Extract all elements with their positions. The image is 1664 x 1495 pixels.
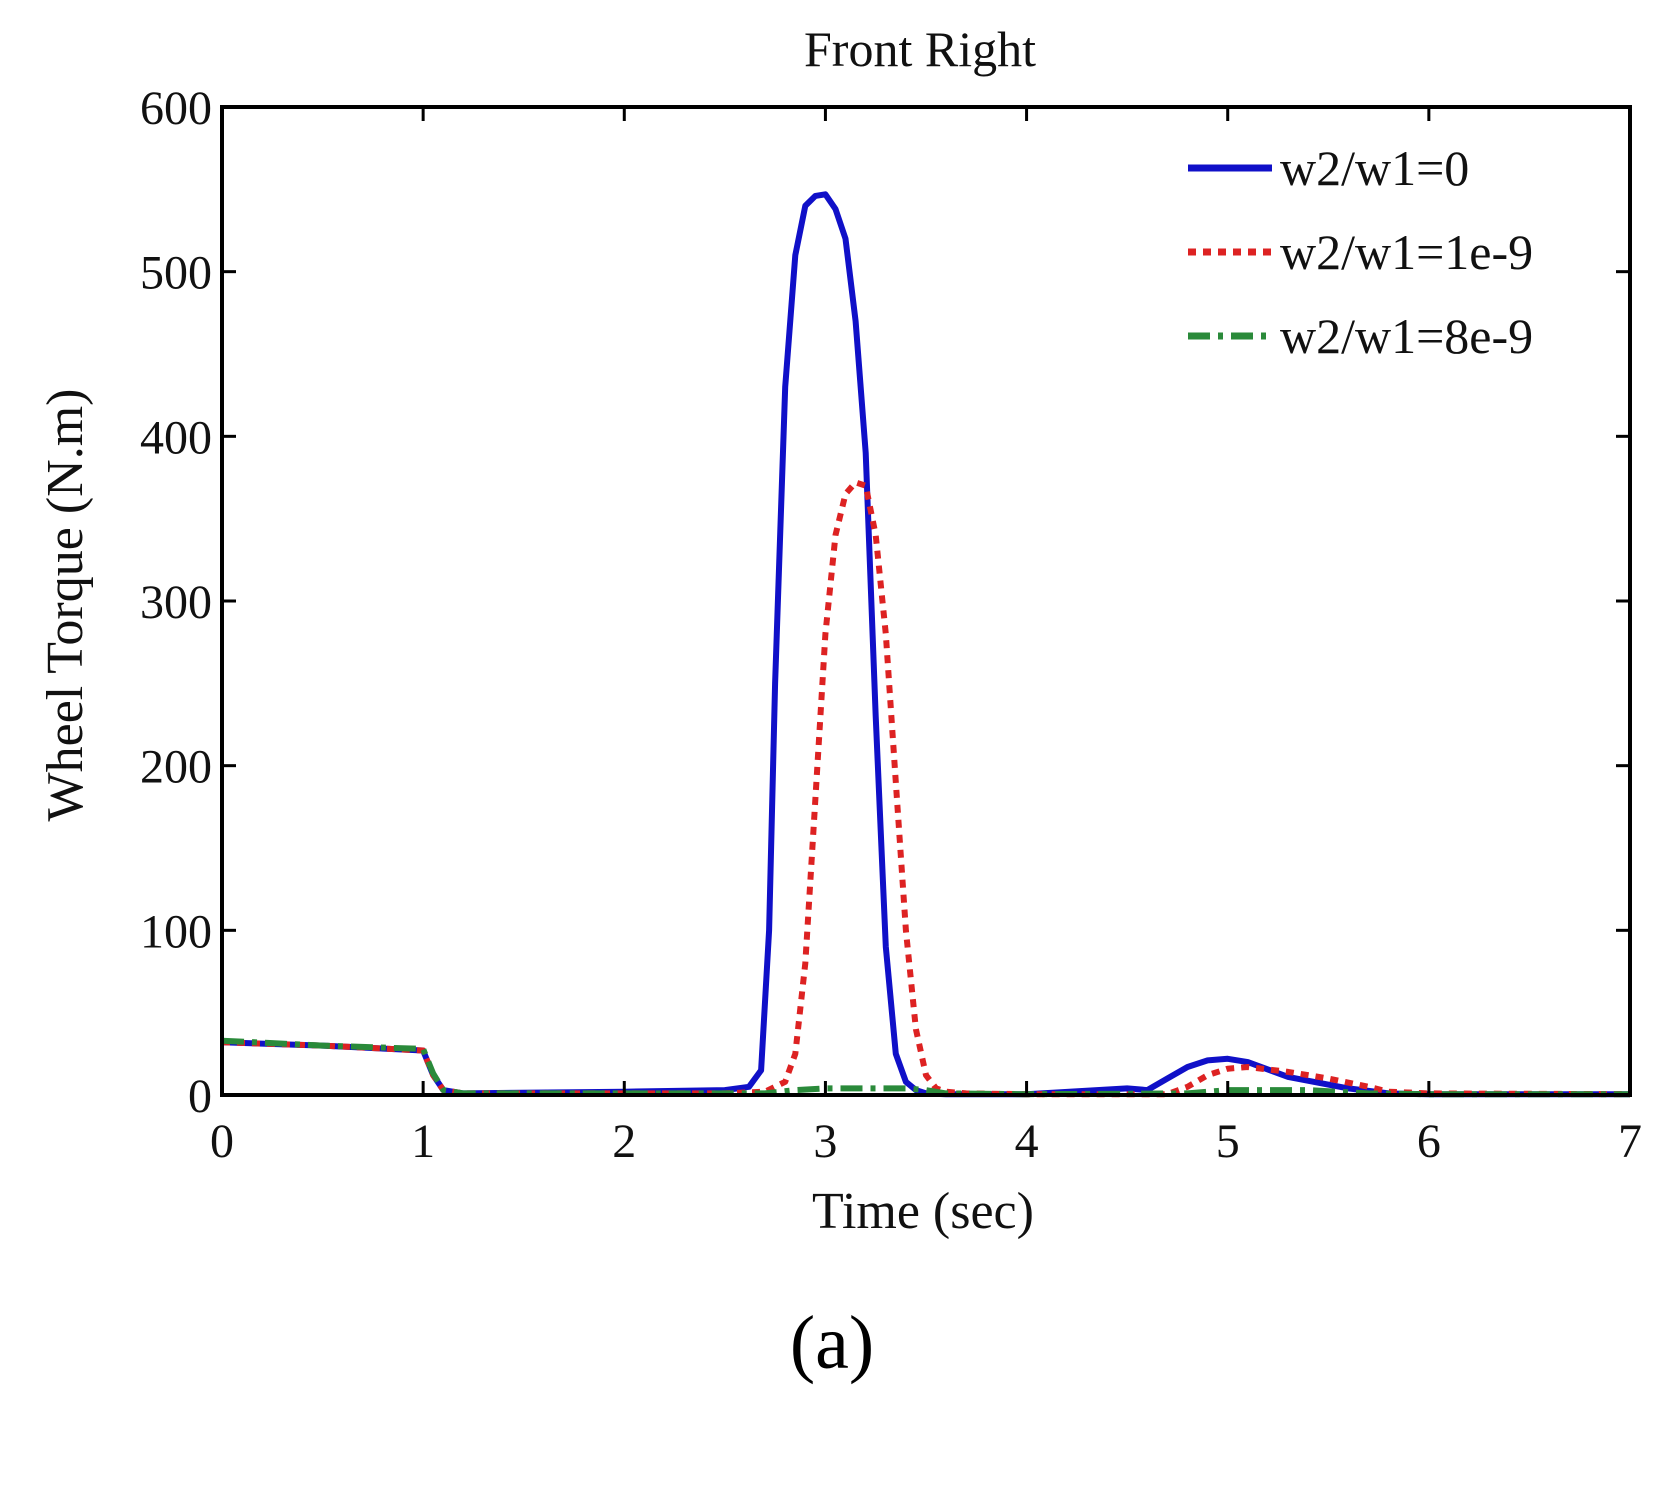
- figure-caption: (a): [789, 1301, 875, 1385]
- legend: w2/w1=0 w2/w1=1e-9 w2/w1=8e-9: [1188, 140, 1533, 364]
- x-tick-label: 1: [411, 1115, 435, 1168]
- axis-ticks: 0 1 2 3 4 5 6 7 0 100 200 300 400 500 600: [140, 82, 1642, 1168]
- x-tick-label: 6: [1417, 1115, 1441, 1168]
- y-tick-label: 0: [188, 1070, 212, 1123]
- y-tick-label: 200: [140, 741, 212, 794]
- plot-series: [221, 191, 1631, 1098]
- legend-label-2: w2/w1=1e-9: [1280, 224, 1533, 280]
- chart-canvas: Front Right Time (sec) Wheel Torque (N.m…: [37, 21, 1642, 1240]
- y-tick-label: 600: [140, 82, 212, 135]
- legend-label-1: w2/w1=0: [1280, 140, 1469, 196]
- x-tick-label: 4: [1015, 1115, 1039, 1168]
- series-line-2: [221, 479, 1631, 1098]
- chart-title: Front Right: [804, 21, 1036, 77]
- x-tick-label: 0: [210, 1115, 234, 1168]
- series-line-1: [221, 191, 1630, 1098]
- y-tick-label: 100: [140, 905, 212, 958]
- y-tick-label: 300: [140, 576, 212, 629]
- series-line-3: [221, 1037, 1630, 1098]
- x-tick-label: 7: [1618, 1115, 1642, 1168]
- y-tick-label: 400: [140, 411, 212, 464]
- y-axis-label: Wheel Torque (N.m): [37, 389, 94, 822]
- legend-label-3: w2/w1=8e-9: [1280, 308, 1533, 364]
- x-tick-label: 3: [813, 1115, 837, 1168]
- x-axis-label: Time (sec): [812, 1183, 1034, 1240]
- x-tick-label: 2: [612, 1115, 636, 1168]
- y-tick-label: 500: [140, 247, 212, 300]
- x-tick-label: 5: [1216, 1115, 1240, 1168]
